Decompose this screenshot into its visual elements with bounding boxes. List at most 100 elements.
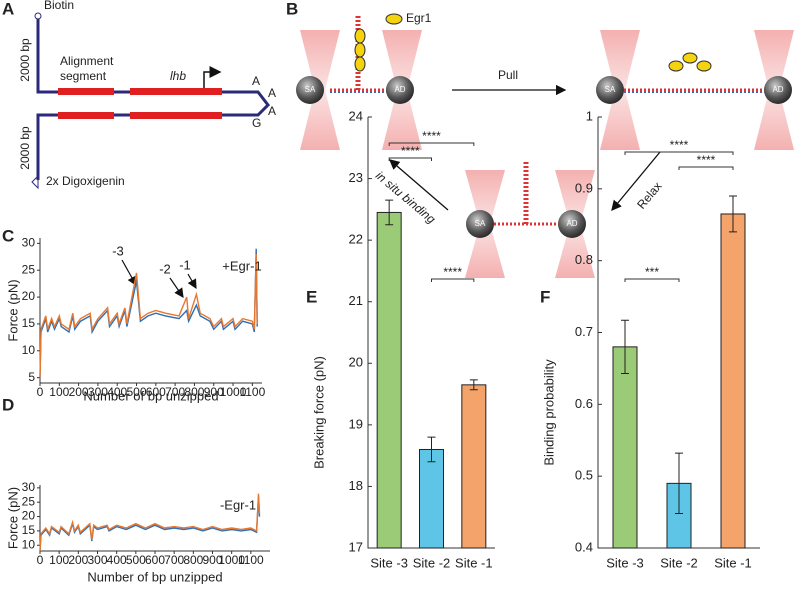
annotation-arrows xyxy=(121,259,197,298)
diagram-a: Biotin 2000 bp 2000 bp Alignment segment… xyxy=(18,0,276,190)
y-axis-label: Binding probability xyxy=(541,359,556,466)
label: Egr1 xyxy=(406,11,432,25)
label: A xyxy=(268,104,276,118)
bead-label: AD xyxy=(566,219,577,228)
y-tick-label: 19 xyxy=(349,416,363,431)
label: segment xyxy=(60,69,107,83)
bead-label: AD xyxy=(772,85,783,94)
significance-bracket xyxy=(388,142,475,146)
x-axis-label: Number of bp unzipped xyxy=(87,569,222,584)
y-tick-label: 20 xyxy=(22,289,36,303)
y-tick-label: 0.4 xyxy=(575,539,593,554)
force-trace xyxy=(39,254,258,378)
x-tick-label: 100 xyxy=(49,553,69,567)
significance-bracket xyxy=(431,278,475,282)
x-tick-label: 200 xyxy=(68,553,88,567)
y-tick-label: 20 xyxy=(22,509,36,523)
x-tick-label: 0 xyxy=(37,553,44,567)
bar xyxy=(612,346,638,549)
x-tick-label: Site -2 xyxy=(413,555,451,570)
x-axis-label: Number of bp unzipped xyxy=(83,388,218,403)
error-bar xyxy=(427,436,436,463)
y-tick-label: 1 xyxy=(586,108,593,123)
label: 2x Digoxigenin xyxy=(46,174,125,188)
error-bar xyxy=(675,452,683,515)
x-tick-label: Site -1 xyxy=(455,555,493,570)
annotation: +Egr-1 xyxy=(222,258,261,273)
significance-bracket xyxy=(624,151,734,155)
y-tick-label: 25 xyxy=(22,262,36,276)
y-tick-label: 0.7 xyxy=(575,324,593,339)
bead-label: SA xyxy=(605,85,616,94)
significance-bracket xyxy=(678,166,734,170)
force-trace xyxy=(39,493,261,552)
x-tick-label: 600 xyxy=(146,385,166,399)
y-tick-label: 5 xyxy=(28,370,35,384)
diagram-b: Egr1 Pull Relax in situ binding SA AD SA… xyxy=(296,11,794,278)
label: Biotin xyxy=(44,0,74,12)
x-tick-label: 700 xyxy=(165,385,185,399)
annotation: -Egr-1 xyxy=(220,497,256,512)
x-tick-label: 500 xyxy=(126,553,146,567)
significance-label: **** xyxy=(697,153,716,167)
y-tick-label: 0.6 xyxy=(575,396,593,411)
label: Relax xyxy=(634,179,664,212)
x-tick-label: 500 xyxy=(127,385,147,399)
x-tick-label: Site -3 xyxy=(370,555,408,570)
y-tick-label: 30 xyxy=(22,480,36,494)
label: Pull xyxy=(498,68,518,82)
x-tick-label: 200 xyxy=(69,385,89,399)
x-tick-label: 700 xyxy=(164,553,184,567)
panel-label: A xyxy=(2,0,14,18)
annotation: -1 xyxy=(179,257,191,272)
significance-label: **** xyxy=(401,144,420,158)
bead-label: SA xyxy=(475,219,486,228)
x-tick-label: 900 xyxy=(204,385,224,399)
x-tick-label: 1100 xyxy=(238,553,264,567)
label: 2000 bp xyxy=(18,126,32,170)
x-tick-label: Site -3 xyxy=(606,555,644,570)
y-tick-label: 18 xyxy=(349,478,363,493)
error-bar xyxy=(469,379,478,391)
y-axis-label: Force (pN) xyxy=(5,279,20,341)
x-tick-label: 100 xyxy=(49,385,69,399)
annotation: -3 xyxy=(112,243,124,258)
x-tick-label: 1000 xyxy=(220,385,247,399)
x-tick-label: Site -2 xyxy=(660,555,698,570)
label: A xyxy=(252,74,260,88)
label: lhb xyxy=(170,69,186,83)
x-tick-label: 400 xyxy=(107,553,127,567)
x-tick-label: 1000 xyxy=(218,553,245,567)
panel-label: E xyxy=(306,287,317,306)
significance-label: *** xyxy=(645,265,659,279)
axis xyxy=(39,485,270,552)
significance-label: **** xyxy=(443,265,462,279)
x-tick-label: 400 xyxy=(107,385,127,399)
y-tick-label: 0.5 xyxy=(575,468,593,483)
label: Alignment xyxy=(60,54,114,68)
bar xyxy=(461,384,487,549)
label: G xyxy=(252,116,261,130)
x-tick-label: 600 xyxy=(145,553,165,567)
significance-label: **** xyxy=(422,129,441,143)
label: A xyxy=(268,86,276,100)
x-tick-label: 0 xyxy=(37,385,44,399)
panel-label: F xyxy=(540,287,550,306)
error-bar xyxy=(385,199,394,226)
bead-label: SA xyxy=(305,85,316,94)
y-tick-label: 23 xyxy=(349,170,363,185)
x-tick-label: 800 xyxy=(184,385,204,399)
y-axis-label: Force (pN) xyxy=(5,487,20,549)
y-tick-label: 15 xyxy=(22,523,36,537)
annotation: -2 xyxy=(159,261,171,276)
bead-label: AD xyxy=(394,85,405,94)
y-tick-label: 0.9 xyxy=(575,180,593,195)
significance-bracket xyxy=(624,278,680,282)
panel-label: C xyxy=(2,226,14,245)
bar xyxy=(376,211,402,549)
y-tick-label: 0.8 xyxy=(575,252,593,267)
y-tick-label: 17 xyxy=(349,539,363,554)
significance-label: **** xyxy=(670,138,689,152)
y-tick-label: 30 xyxy=(22,236,36,250)
x-tick-label: Site -1 xyxy=(714,555,752,570)
